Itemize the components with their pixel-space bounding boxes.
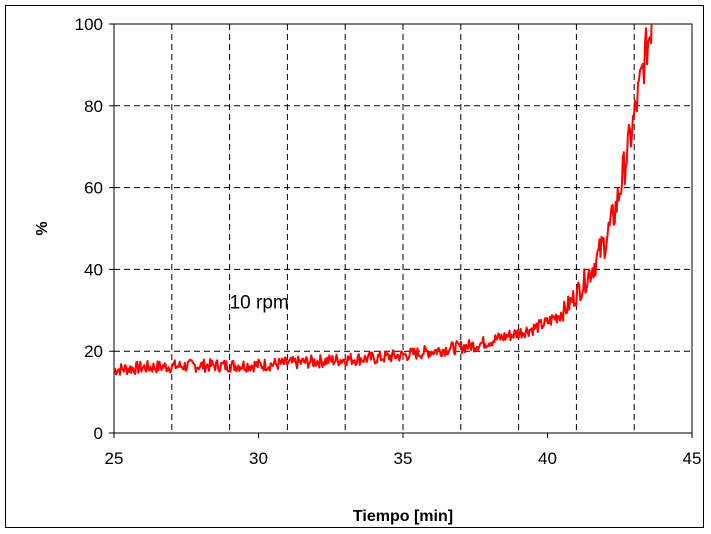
y-tick-label: 20: [84, 342, 103, 361]
y-tick-label: 0: [94, 424, 103, 443]
annotation-10-rpm: 10 rpm: [230, 292, 289, 313]
x-tick-label: 35: [394, 449, 413, 468]
y-tick-label: 80: [84, 97, 103, 116]
series-line: [113, 23, 653, 376]
x-tick-label: 25: [105, 449, 124, 468]
chart-frame: [5, 5, 704, 528]
x-tick-label: 45: [683, 449, 702, 468]
y-axis-title: %: [34, 221, 51, 235]
axis-ticks: 25 30 35 40 45 0 20 40 60 80 100: [75, 15, 702, 468]
y-tick-label: 40: [84, 260, 103, 279]
grid-lines: [114, 24, 692, 433]
y-tick-label: 60: [84, 179, 103, 198]
x-tick-label: 30: [249, 449, 268, 468]
y-tick-label: 100: [75, 15, 103, 34]
x-tick-label: 40: [538, 449, 557, 468]
series-group: [113, 23, 653, 376]
x-axis-title: Tiempo [min]: [353, 508, 453, 525]
